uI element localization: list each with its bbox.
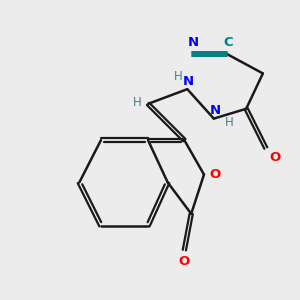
Text: H: H: [133, 96, 142, 109]
Text: O: O: [269, 151, 281, 164]
Text: N: N: [183, 75, 194, 88]
Text: N: N: [188, 35, 199, 49]
Text: O: O: [209, 168, 220, 181]
Text: C: C: [223, 35, 233, 49]
Text: O: O: [179, 255, 190, 268]
Text: H: H: [173, 70, 182, 83]
Text: H: H: [225, 116, 234, 129]
Text: N: N: [210, 104, 221, 117]
